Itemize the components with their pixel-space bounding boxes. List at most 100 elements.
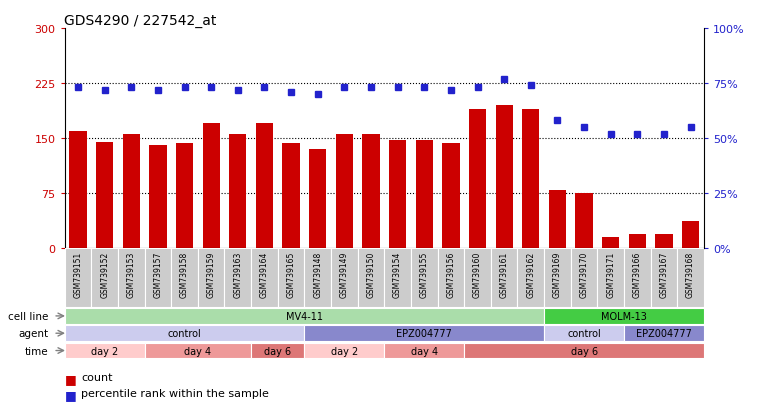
Text: GSM739167: GSM739167 <box>660 251 668 297</box>
Bar <box>442 144 460 249</box>
Bar <box>145 343 251 358</box>
Text: GSM739161: GSM739161 <box>500 251 508 297</box>
Bar <box>384 249 411 308</box>
Bar <box>256 124 273 249</box>
Bar <box>651 249 677 308</box>
Bar <box>304 325 544 341</box>
Bar <box>682 221 699 249</box>
Text: ■: ■ <box>65 388 76 401</box>
Bar <box>251 343 304 358</box>
Bar <box>65 249 91 308</box>
Bar <box>517 249 544 308</box>
Text: GSM739170: GSM739170 <box>580 251 588 297</box>
Bar <box>438 249 464 308</box>
Bar <box>597 249 624 308</box>
Bar <box>358 249 384 308</box>
Text: day 6: day 6 <box>571 346 597 356</box>
Bar <box>304 343 384 358</box>
Bar <box>123 135 140 249</box>
Bar <box>677 249 704 308</box>
Bar <box>389 140 406 249</box>
Bar <box>544 325 624 341</box>
Text: GSM739154: GSM739154 <box>393 251 402 297</box>
Text: MV4-11: MV4-11 <box>286 311 323 321</box>
Text: GSM739166: GSM739166 <box>633 251 642 297</box>
Bar <box>655 234 673 249</box>
Text: EPZ004777: EPZ004777 <box>636 328 692 338</box>
Bar <box>171 249 198 308</box>
Text: GDS4290 / 227542_at: GDS4290 / 227542_at <box>64 14 216 28</box>
Text: GSM739152: GSM739152 <box>100 251 109 297</box>
Bar <box>629 234 646 249</box>
Bar <box>145 249 171 308</box>
Text: day 2: day 2 <box>91 346 118 356</box>
Bar <box>522 109 540 249</box>
Bar <box>229 135 247 249</box>
Text: GSM739168: GSM739168 <box>686 251 695 297</box>
Bar <box>416 141 433 249</box>
Bar <box>69 131 87 249</box>
Bar <box>464 343 704 358</box>
Bar <box>495 106 513 249</box>
Bar <box>469 109 486 249</box>
Bar <box>309 150 326 249</box>
Text: GSM739171: GSM739171 <box>607 251 615 297</box>
Text: day 2: day 2 <box>331 346 358 356</box>
Bar <box>149 146 167 249</box>
Bar <box>278 249 304 308</box>
Bar <box>118 249 145 308</box>
Text: EPZ004777: EPZ004777 <box>396 328 452 338</box>
Text: GSM739156: GSM739156 <box>447 251 455 297</box>
Bar <box>198 249 224 308</box>
Bar <box>331 249 358 308</box>
Bar <box>384 343 464 358</box>
Text: GSM739155: GSM739155 <box>420 251 428 297</box>
Bar <box>491 249 517 308</box>
Bar <box>411 249 438 308</box>
Text: MOLM-13: MOLM-13 <box>601 311 647 321</box>
Text: ■: ■ <box>65 372 76 385</box>
Bar <box>282 144 300 249</box>
Bar <box>544 249 571 308</box>
Text: GSM739157: GSM739157 <box>154 251 162 297</box>
Bar <box>362 135 380 249</box>
Bar <box>549 190 566 249</box>
Bar <box>602 237 619 249</box>
Bar <box>65 343 145 358</box>
Text: GSM739158: GSM739158 <box>180 251 189 297</box>
Text: day 4: day 4 <box>411 346 438 356</box>
Text: GSM739159: GSM739159 <box>207 251 215 297</box>
Text: GSM739153: GSM739153 <box>127 251 135 297</box>
Text: GSM739150: GSM739150 <box>367 251 375 297</box>
Bar <box>624 249 651 308</box>
Bar <box>176 144 193 249</box>
Bar <box>91 249 118 308</box>
Text: day 4: day 4 <box>184 346 212 356</box>
Bar <box>65 325 304 341</box>
Bar <box>624 325 704 341</box>
Text: GSM739149: GSM739149 <box>340 251 349 297</box>
Bar <box>224 249 251 308</box>
Text: GSM739164: GSM739164 <box>260 251 269 297</box>
Bar <box>304 249 331 308</box>
Bar <box>202 124 220 249</box>
Bar <box>65 309 544 324</box>
Text: time: time <box>25 346 49 356</box>
Text: GSM739162: GSM739162 <box>527 251 535 297</box>
Bar <box>96 142 113 249</box>
Text: GSM739163: GSM739163 <box>234 251 242 297</box>
Bar <box>544 309 704 324</box>
Text: GSM739148: GSM739148 <box>314 251 322 297</box>
Text: day 6: day 6 <box>264 346 291 356</box>
Bar <box>571 249 597 308</box>
Text: GSM739151: GSM739151 <box>74 251 82 297</box>
Bar <box>336 135 353 249</box>
Text: cell line: cell line <box>8 311 49 321</box>
Text: agent: agent <box>18 328 49 338</box>
Text: control: control <box>167 328 202 338</box>
Text: count: count <box>81 372 113 382</box>
Text: GSM739169: GSM739169 <box>553 251 562 297</box>
Text: percentile rank within the sample: percentile rank within the sample <box>81 388 269 398</box>
Text: GSM739160: GSM739160 <box>473 251 482 297</box>
Text: GSM739165: GSM739165 <box>287 251 295 297</box>
